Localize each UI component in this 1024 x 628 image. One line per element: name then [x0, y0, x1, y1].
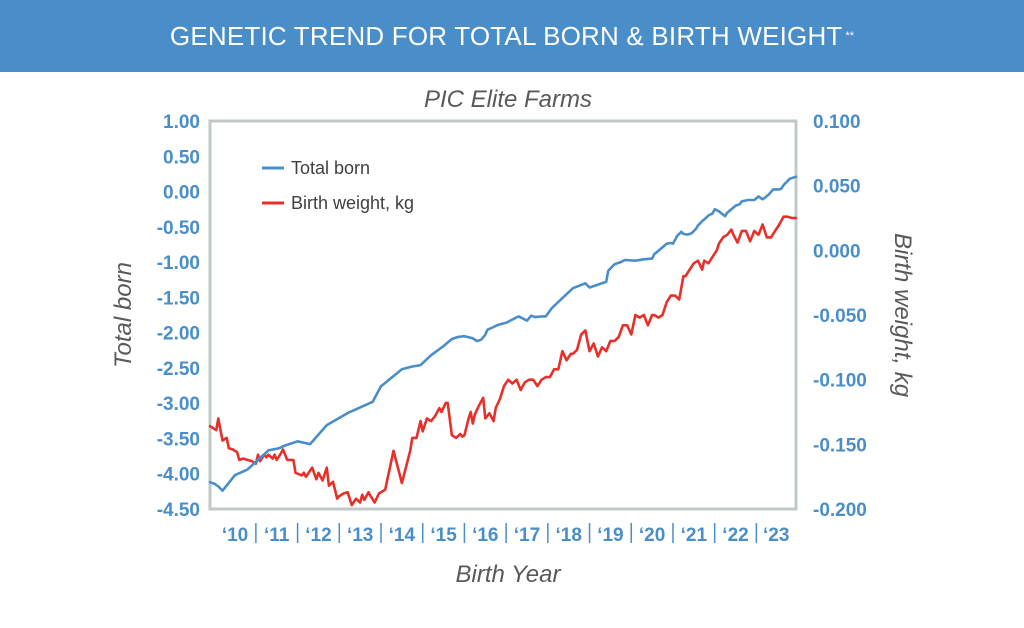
x-axis-title: Birth Year	[456, 561, 562, 588]
left-tick-label: -1.00	[157, 253, 200, 274]
plot-area-frame	[208, 119, 798, 511]
chart-subtitle: PIC Elite Farms	[424, 86, 592, 113]
x-tick-label: ‘18	[555, 525, 581, 546]
left-tick-label: 0.50	[163, 147, 200, 168]
left-tick-label: 1.00	[163, 112, 200, 133]
x-tick-label: ‘20	[639, 525, 665, 546]
right-tick-label: 0.000	[813, 241, 861, 262]
header-banner: GENETIC TREND FOR TOTAL BORN & BIRTH WEI…	[0, 0, 1024, 72]
left-tick-label: 0.00	[163, 183, 200, 204]
title-footnote-mark: **	[845, 30, 855, 42]
left-tick-label: -4.00	[157, 465, 200, 486]
right-axis-ticks: 0.100 0.050 0.000 -0.050 -0.100 -0.150 -0.200	[813, 112, 867, 521]
x-tick-label: ‘15	[430, 525, 457, 546]
left-tick-label: -2.00	[157, 324, 200, 345]
legend: Total born Birth weight, kg	[262, 158, 414, 213]
right-tick-label: -0.050	[813, 306, 867, 327]
x-tick-label: ‘23	[763, 525, 789, 546]
birth-weight-line	[208, 215, 798, 507]
series-layer	[208, 175, 798, 507]
right-tick-label: -0.150	[813, 435, 867, 456]
x-tick-label: ‘14	[389, 525, 416, 546]
chart-page-title: GENETIC TREND FOR TOTAL BORN & BIRTH WEI…	[169, 20, 843, 51]
x-tick-label: ‘16	[472, 525, 498, 546]
left-tick-label: -1.50	[157, 288, 200, 309]
right-axis-title: Birth weight, kg	[889, 233, 916, 398]
right-tick-label: -0.200	[813, 500, 867, 521]
total-born-line	[208, 175, 798, 493]
x-tick-label: ‘12	[305, 525, 331, 546]
x-tick-label: ‘13	[347, 525, 373, 546]
left-tick-label: -3.00	[157, 394, 200, 415]
x-tick-label: ‘22	[722, 525, 748, 546]
x-tick-label: ‘19	[597, 525, 623, 546]
x-axis-ticks: ‘10 ‘11 ‘12 ‘13 ‘14 ‘15 ‘16 ‘17 ‘18 ‘19 ‘20 ‘21 ‘22 ‘…	[222, 523, 789, 546]
legend-label-total-born: Total born	[291, 158, 370, 178]
x-tick-label: ‘17	[514, 525, 540, 546]
left-tick-label: -4.50	[157, 500, 200, 521]
right-tick-label: 0.050	[813, 177, 861, 198]
x-tick-label: ‘21	[681, 525, 708, 546]
x-tick-label: ‘11	[264, 525, 290, 546]
x-tick-label: ‘10	[222, 525, 248, 546]
left-tick-label: -0.50	[157, 218, 200, 239]
left-tick-label: -2.50	[157, 359, 200, 380]
left-axis-ticks: 1.00 0.50 0.00 -0.50 -1.00 -1.50 -2.00 -2.50 -3.…	[157, 112, 200, 521]
right-tick-label: -0.100	[813, 371, 867, 392]
right-tick-label: 0.100	[813, 112, 861, 133]
left-tick-label: -3.50	[157, 429, 200, 450]
left-axis-title: Total born	[110, 262, 137, 368]
legend-label-birth-weight: Birth weight, kg	[291, 193, 414, 213]
